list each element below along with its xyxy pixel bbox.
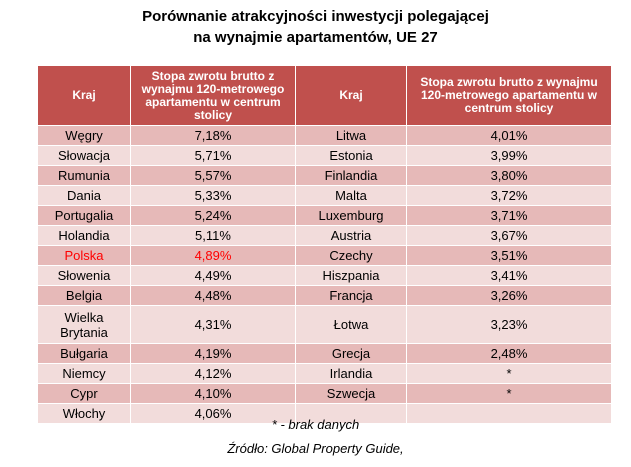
cell-value-left: 4,19% [130, 343, 296, 364]
header-row: Kraj Stopa zwrotu brutto z wynajmu 120-m… [37, 65, 612, 126]
cell-country-left: Bułgaria [37, 343, 131, 364]
yield-table: Kraj Stopa zwrotu brutto z wynajmu 120-m… [37, 65, 612, 424]
cell-country-right: Luxemburg [295, 205, 407, 226]
cell-value-left: 4,49% [130, 265, 296, 286]
table-row: Słowenia 4,49% Hiszpania 3,41% [37, 265, 612, 286]
cell-value-left: 5,57% [130, 165, 296, 186]
cell-value-left: 5,71% [130, 145, 296, 166]
cell-country-left: Holandia [37, 225, 131, 246]
cell-country-right: Finlandia [295, 165, 407, 186]
table-row: Bułgaria 4,19% Grecja 2,48% [37, 343, 612, 364]
cell-value-right: 3,99% [406, 145, 612, 166]
header-yield-right: Stopa zwrotu brutto z wynajmu 120-metrow… [406, 65, 612, 126]
cell-country-right: Czechy [295, 245, 407, 266]
chart-title: Porównanie atrakcyjności inwestycji pole… [0, 6, 631, 48]
cell-country-left: Węgry [37, 125, 131, 146]
cell-country-right: Hiszpania [295, 265, 407, 286]
header-country-left: Kraj [37, 65, 131, 126]
cell-country-right: Austria [295, 225, 407, 246]
header-country-right: Kraj [295, 65, 407, 126]
footnote: * - brak danych [271, 417, 360, 432]
cell-country-left: Cypr [37, 383, 131, 404]
cell-country-right: Malta [295, 185, 407, 206]
table-row: Włochy 4,06% [37, 403, 612, 424]
cell-country-left: Rumunia [37, 165, 131, 186]
cell-value-left: 4,31% [130, 305, 296, 344]
table-row: Holandia 5,11% Austria 3,67% [37, 225, 612, 246]
table-row: Polska 4,89% Czechy 3,51% [37, 245, 612, 266]
cell-value-right: 3,51% [406, 245, 612, 266]
table-body: Węgry 7,18% Litwa 4,01% Słowacja 5,71% Estonia… [37, 125, 612, 424]
cell-country-right: Estonia [295, 145, 407, 166]
table-row: Cypr 4,10% Szwecja * [37, 383, 612, 404]
cell-country-right: Irlandia [295, 363, 407, 384]
cell-value-left: 7,18% [130, 125, 296, 146]
cell-value-left: 4,48% [130, 285, 296, 306]
cell-value-left: 5,24% [130, 205, 296, 226]
cell-value-right: * [406, 383, 612, 404]
cell-country-right [295, 403, 407, 424]
cell-value-right [406, 403, 612, 424]
title-line-1: Porównanie atrakcyjności inwestycji pole… [142, 8, 489, 25]
cell-value-left: 4,12% [130, 363, 296, 384]
cell-value-right: 4,01% [406, 125, 612, 146]
cell-value-left: 4,10% [130, 383, 296, 404]
cell-country-left: Polska [37, 245, 131, 266]
header-yield-left: Stopa zwrotu brutto z wynajmu 120-metrow… [130, 65, 296, 126]
cell-value-left: 4,06% [130, 403, 296, 424]
cell-country-right: Grecja [295, 343, 407, 364]
cell-value-right: 3,26% [406, 285, 612, 306]
cell-value-right: 3,80% [406, 165, 612, 186]
cell-country-left: Belgia [37, 285, 131, 306]
cell-value-right: 3,71% [406, 205, 612, 226]
cell-country-left: Słowenia [37, 265, 131, 286]
cell-value-right: 3,67% [406, 225, 612, 246]
cell-value-right: 2,48% [406, 343, 612, 364]
table-row: Rumunia 5,57% Finlandia 3,80% [37, 165, 612, 186]
cell-country-right: Litwa [295, 125, 407, 146]
cell-country-left: Słowacja [37, 145, 131, 166]
table-row: Niemcy 4,12% Irlandia * [37, 363, 612, 384]
cell-country-left: Niemcy [37, 363, 131, 384]
cell-value-right: * [406, 363, 612, 384]
cell-country-left: Portugalia [37, 205, 131, 226]
cell-value-right: 3,72% [406, 185, 612, 206]
cell-country-left: Dania [37, 185, 131, 206]
cell-value-right: 3,23% [406, 305, 612, 344]
cell-value-left: 5,33% [130, 185, 296, 206]
table-row: Węgry 7,18% Litwa 4,01% [37, 125, 612, 146]
table-row: Wielka Brytania 4,31% Łotwa 3,23% [37, 305, 612, 344]
table-row: Belgia 4,48% Francja 3,26% [37, 285, 612, 306]
cell-country-left: Włochy [37, 403, 131, 424]
cell-country-right: Francja [295, 285, 407, 306]
table-row: Dania 5,33% Malta 3,72% [37, 185, 612, 206]
cell-value-right: 3,41% [406, 265, 612, 286]
cell-value-left: 5,11% [130, 225, 296, 246]
table-row: Portugalia 5,24% Luxemburg 3,71% [37, 205, 612, 226]
cell-country-left: Wielka Brytania [37, 305, 131, 344]
title-line-2: na wynajmie apartamentów, UE 27 [193, 29, 438, 46]
cell-value-left: 4,89% [130, 245, 296, 266]
table-row: Słowacja 5,71% Estonia 3,99% [37, 145, 612, 166]
cell-country-right: Szwecja [295, 383, 407, 404]
cell-country-right: Łotwa [295, 305, 407, 344]
source-note: Źródło: Global Property Guide, [227, 441, 404, 456]
